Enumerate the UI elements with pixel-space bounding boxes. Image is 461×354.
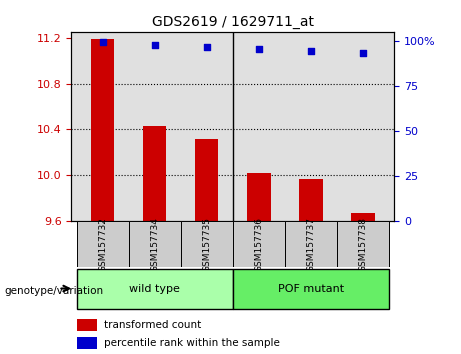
Text: wild type: wild type [129, 284, 180, 293]
FancyBboxPatch shape [77, 269, 233, 309]
Point [203, 44, 211, 50]
FancyBboxPatch shape [129, 221, 181, 267]
Bar [143, 126, 166, 221]
Text: GSM157734: GSM157734 [150, 217, 159, 272]
FancyBboxPatch shape [285, 221, 337, 267]
Bar [351, 213, 375, 221]
Text: GSM157736: GSM157736 [254, 217, 263, 272]
Text: GSM157738: GSM157738 [358, 217, 367, 272]
Point [151, 42, 159, 48]
Bar [77, 319, 97, 331]
Title: GDS2619 / 1629711_at: GDS2619 / 1629711_at [152, 16, 314, 29]
FancyBboxPatch shape [233, 269, 389, 309]
FancyBboxPatch shape [77, 221, 129, 267]
Bar [195, 139, 219, 221]
Bar [247, 173, 271, 221]
Point [99, 39, 106, 45]
Point [307, 48, 314, 53]
Text: genotype/variation: genotype/variation [5, 286, 104, 296]
FancyBboxPatch shape [233, 221, 285, 267]
Point [255, 46, 262, 52]
Bar [91, 39, 114, 221]
FancyBboxPatch shape [181, 221, 233, 267]
Text: percentile rank within the sample: percentile rank within the sample [104, 338, 280, 348]
Bar [77, 337, 97, 349]
Text: transformed count: transformed count [104, 320, 201, 330]
FancyBboxPatch shape [337, 221, 389, 267]
Text: POF mutant: POF mutant [278, 284, 344, 293]
Text: GSM157732: GSM157732 [98, 217, 107, 272]
Bar [299, 179, 323, 221]
Text: GSM157735: GSM157735 [202, 217, 211, 272]
Point [359, 50, 366, 56]
Text: GSM157737: GSM157737 [307, 217, 315, 272]
